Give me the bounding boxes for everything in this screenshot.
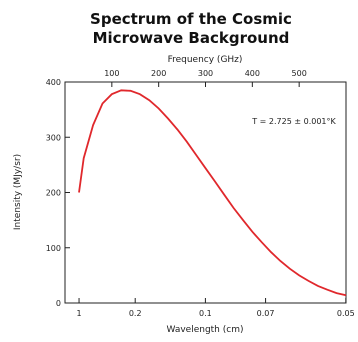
y-tick-label: 0 [56, 299, 61, 308]
x-axis-label: Wavelength (cm) [167, 325, 244, 335]
tick-layer [65, 81, 347, 304]
y-tick-label: 200 [46, 189, 61, 198]
chart-title-line-1: Spectrum of the Cosmic [90, 10, 292, 28]
top-tick-label: 500 [292, 69, 307, 78]
chart-title-line-2: Microwave Background [93, 29, 290, 47]
top-tick-label: 400 [245, 69, 260, 78]
bottom-tick-label: 0.05 [337, 309, 355, 318]
y-axis-label: Intensity (MJy/sr) [13, 154, 23, 230]
y-tick-label: 400 [46, 78, 61, 87]
bottom-tick-label: 1 [76, 309, 81, 318]
bottom-tick-label: 0.07 [257, 309, 275, 318]
y-tick-label: 100 [46, 244, 61, 253]
top-tick-label: 300 [198, 69, 213, 78]
top-axis-label: Frequency (GHz) [168, 55, 243, 65]
top-tick-label: 100 [104, 69, 119, 78]
y-tick-label: 300 [46, 133, 61, 142]
bottom-tick-label: 0.1 [199, 309, 212, 318]
plot-frame [64, 81, 347, 304]
bottom-tick-label: 0.2 [129, 309, 142, 318]
series-line [78, 89, 347, 297]
top-tick-label: 200 [151, 69, 166, 78]
temperature-annotation: T = 2.725 ± 0.001°K [251, 117, 336, 126]
tick-label-layer: 0 100 200 300 400 100 200 300 400 500 1 0.2 0.1 0.07 0… [46, 69, 355, 318]
